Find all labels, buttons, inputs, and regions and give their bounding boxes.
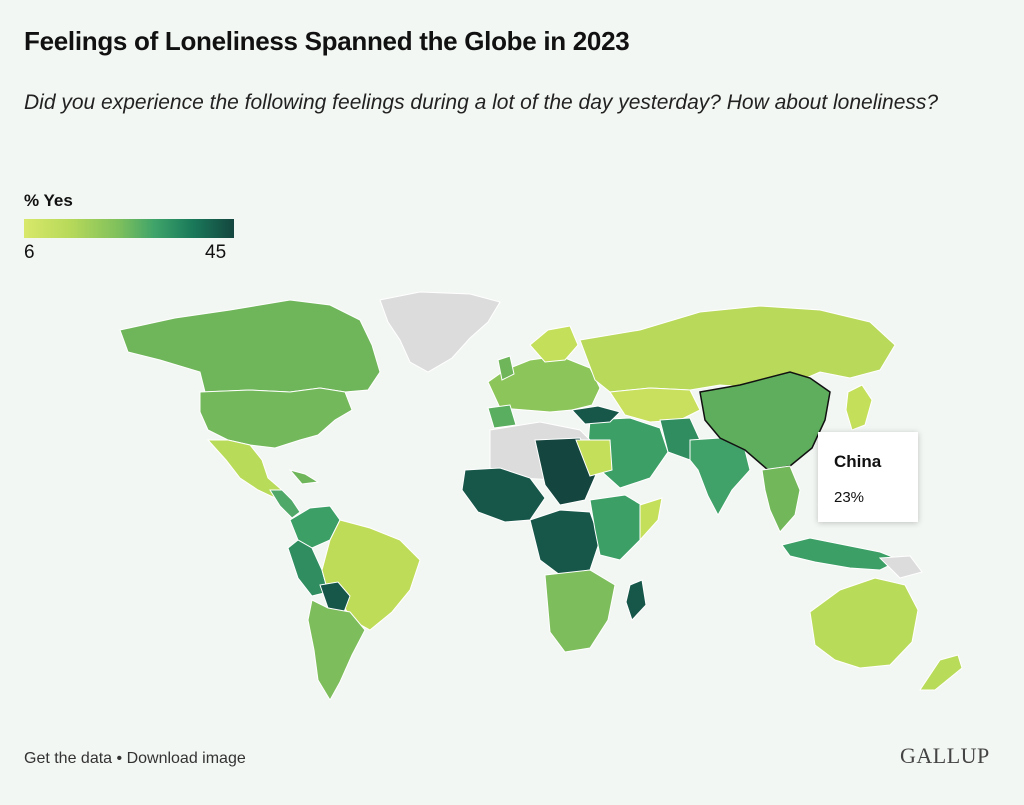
map-region-australia[interactable]	[809, 577, 919, 669]
gallup-logo: GALLUP	[900, 743, 990, 768]
map-region-bolivia[interactable]	[319, 581, 351, 613]
footer-separator: •	[112, 750, 127, 767]
download-image-link[interactable]: Download image	[126, 750, 246, 767]
map-region-central-asia[interactable]	[609, 387, 701, 423]
map-region-egypt[interactable]	[575, 439, 613, 477]
map-region-southeast-asia[interactable]	[761, 465, 801, 533]
map-region-india[interactable]	[689, 437, 751, 517]
map-region-argentina[interactable]	[307, 599, 366, 700]
map-region-madagascar[interactable]	[625, 579, 647, 621]
map-region-scandinavia[interactable]	[529, 325, 579, 363]
map-region-europe[interactable]	[487, 355, 601, 413]
map-region-east-africa[interactable]	[589, 494, 651, 561]
map-region-caribbean[interactable]	[288, 469, 320, 485]
map-region-central-africa[interactable]	[529, 509, 601, 576]
footer-links: Get the data • Download image	[24, 750, 246, 768]
map-region-new-zealand[interactable]	[919, 654, 963, 691]
legend-min-label: 6	[24, 242, 35, 263]
legend-color-scale	[24, 219, 234, 238]
chart-title: Feelings of Loneliness Spanned the Globe…	[24, 26, 630, 56]
map-region-russia[interactable]	[579, 305, 896, 393]
map-region-canada[interactable]	[119, 299, 381, 393]
map-region-mexico[interactable]	[206, 439, 283, 499]
map-region-central-america[interactable]	[269, 489, 301, 519]
map-region-iberia[interactable]	[487, 404, 517, 429]
map-region-new-guinea[interactable]	[878, 555, 923, 579]
map-region-southern-africa[interactable]	[544, 569, 616, 653]
get-data-link[interactable]: Get the data	[24, 750, 113, 767]
map-tooltip: China 23%	[818, 432, 918, 522]
legend-title: % Yes	[24, 191, 73, 210]
map-region-japan[interactable]	[845, 384, 873, 431]
legend-max-label: 45	[205, 242, 227, 263]
chart-subtitle: Did you experience the following feeling…	[24, 91, 939, 114]
map-region-uk[interactable]	[497, 355, 515, 381]
map-region-china[interactable]	[699, 371, 831, 471]
map-region-somalia[interactable]	[639, 497, 663, 542]
tooltip-country-name: China	[834, 452, 882, 471]
map-region-usa[interactable]	[199, 387, 353, 449]
map-region-turkey[interactable]	[570, 405, 621, 425]
map-region-greenland[interactable]	[379, 291, 501, 373]
map-region-indonesia[interactable]	[781, 537, 902, 571]
tooltip-value: 23%	[834, 489, 865, 506]
world-map	[119, 291, 963, 700]
